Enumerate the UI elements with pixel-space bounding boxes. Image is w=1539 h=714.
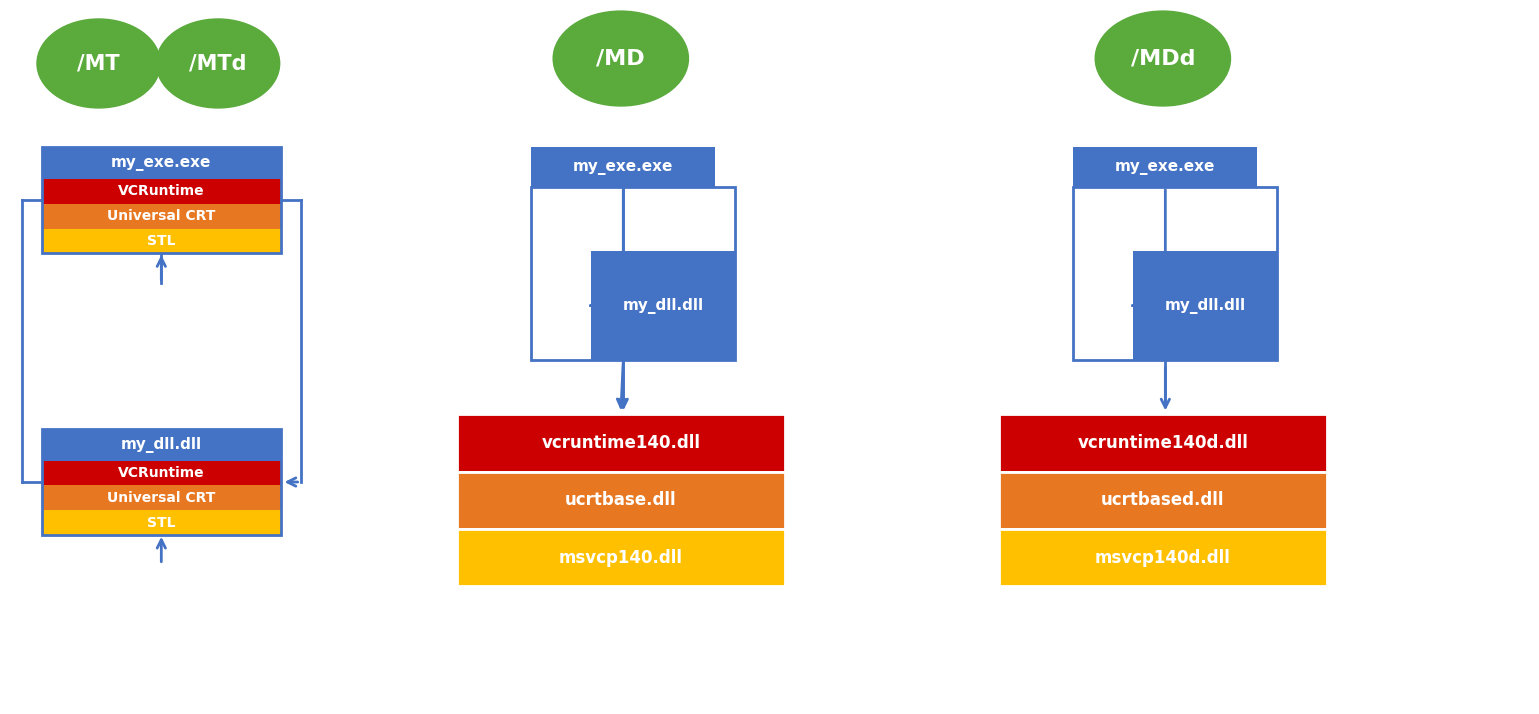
Text: ucrtbased.dll: ucrtbased.dll [1100, 491, 1225, 509]
Text: my_dll.dll: my_dll.dll [622, 298, 703, 313]
Text: vcruntime140.dll: vcruntime140.dll [542, 434, 700, 452]
Text: ucrtbase.dll: ucrtbase.dll [565, 491, 677, 509]
Ellipse shape [553, 11, 688, 106]
Bar [42, 148, 280, 253]
Ellipse shape [157, 19, 280, 108]
Text: msvcp140d.dll: msvcp140d.dll [1094, 548, 1231, 567]
Text: Universal CRT: Universal CRT [108, 209, 215, 223]
Text: my_exe.exe: my_exe.exe [111, 156, 211, 171]
Text: /MT: /MT [77, 54, 120, 74]
Text: VCRuntime: VCRuntime [119, 466, 205, 480]
Text: vcruntime140d.dll: vcruntime140d.dll [1077, 434, 1248, 452]
Ellipse shape [37, 19, 160, 108]
Bar [1073, 148, 1257, 187]
Bar [457, 414, 785, 472]
Bar [999, 414, 1327, 472]
Bar [42, 228, 280, 253]
Bar [457, 529, 785, 586]
Text: my_exe.exe: my_exe.exe [1116, 160, 1216, 175]
Text: my_dll.dll: my_dll.dll [1165, 298, 1245, 313]
Text: Universal CRT: Universal CRT [108, 491, 215, 505]
Bar [42, 511, 280, 535]
Bar [42, 148, 280, 179]
Bar [531, 187, 736, 360]
Bar [42, 429, 280, 461]
Text: /MD: /MD [597, 49, 645, 69]
Bar [531, 148, 716, 187]
Text: VCRuntime: VCRuntime [119, 184, 205, 198]
Bar [42, 429, 280, 535]
Text: msvcp140.dll: msvcp140.dll [559, 548, 683, 567]
Text: STL: STL [148, 234, 175, 248]
Bar [999, 529, 1327, 586]
Text: my_exe.exe: my_exe.exe [573, 160, 674, 175]
Bar [1133, 251, 1277, 360]
Bar [42, 203, 280, 228]
Bar [42, 486, 280, 511]
Bar [591, 251, 736, 360]
Bar [999, 472, 1327, 529]
Text: my_dll.dll: my_dll.dll [120, 437, 202, 453]
Bar [457, 472, 785, 529]
Text: /MDd: /MDd [1131, 49, 1196, 69]
Bar [42, 179, 280, 203]
Ellipse shape [1096, 11, 1231, 106]
Bar [42, 461, 280, 486]
Bar [1073, 187, 1277, 360]
Text: STL: STL [148, 516, 175, 530]
Text: /MTd: /MTd [189, 54, 246, 74]
